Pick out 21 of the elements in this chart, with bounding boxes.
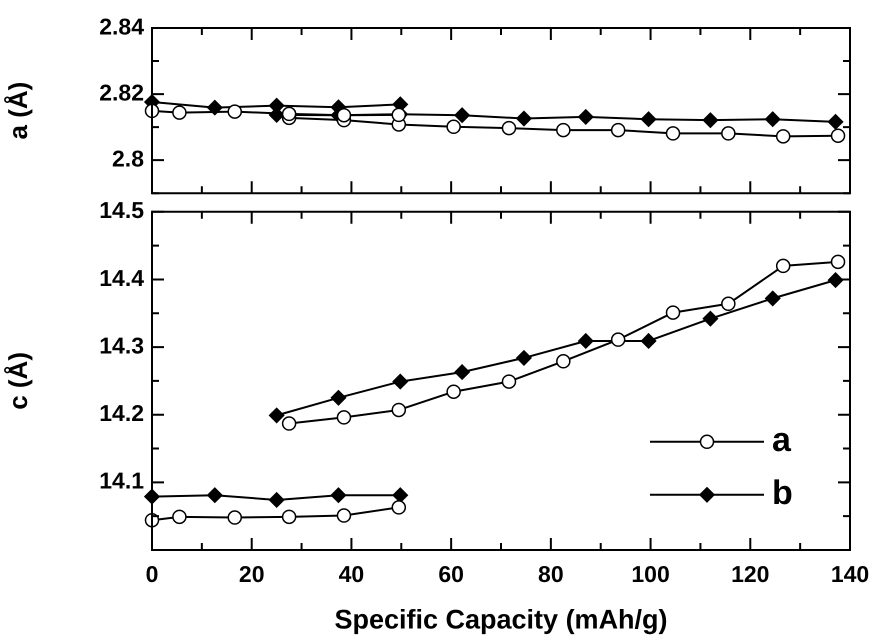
x-tick-label: 80 [538,561,564,588]
y-tick-label: 2.82 [99,79,144,106]
y-axis-title: a (Å) [2,82,33,140]
x-tick-label: 40 [338,561,364,588]
y-tick-label: 14.2 [99,400,144,426]
y-tick-label: 14.5 [99,197,144,224]
x-tick-label: 0 [146,561,158,588]
y-tick-label: 14.3 [99,332,144,358]
y-tick-label: 14.1 [99,468,144,494]
y-tick-label: 14.4 [99,264,144,291]
x-tick-label: 100 [631,561,670,588]
x-tick-label: 140 [830,561,870,588]
legend-label: a [772,421,792,460]
x-axis-title: Specific Capacity (mAh/g) [334,604,668,634]
y-axis-title: c (Å) [2,352,33,410]
x-tick-label: 20 [238,561,265,588]
x-tick-label: 120 [731,561,770,588]
x-tick-label: 60 [438,561,464,588]
legend-label: b [772,474,793,512]
y-tick-label: 2.84 [99,13,144,40]
y-tick-label: 2.8 [112,146,144,172]
